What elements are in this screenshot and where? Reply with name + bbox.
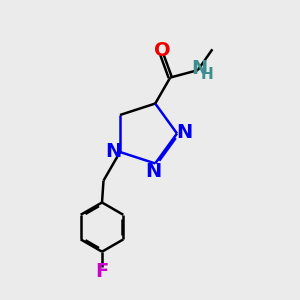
Text: N: N	[105, 142, 122, 161]
Text: N: N	[146, 162, 162, 181]
Text: O: O	[154, 41, 170, 60]
Text: N: N	[191, 58, 207, 78]
Text: F: F	[95, 262, 109, 281]
Text: N: N	[177, 122, 193, 142]
Text: H: H	[200, 67, 213, 82]
